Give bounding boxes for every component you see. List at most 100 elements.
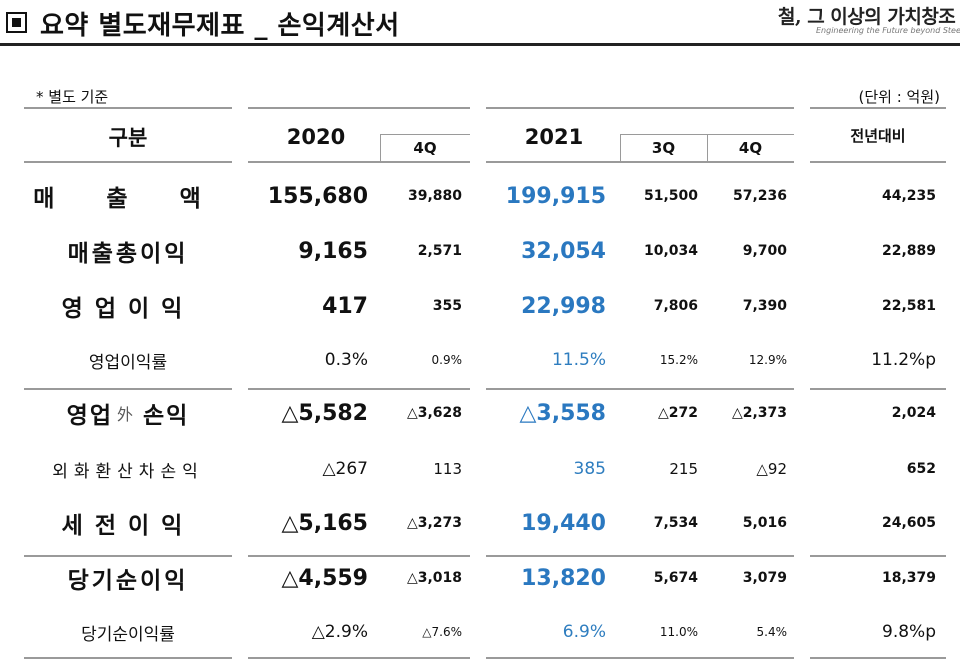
cell-yoy: 22,889 — [881, 243, 936, 259]
cell-yoy: 2,024 — [891, 405, 936, 421]
cell-yoy: 9.8%p — [882, 622, 936, 642]
cell-2021: 11.5% — [551, 350, 606, 370]
cell-yoy: 22,581 — [881, 298, 936, 314]
row-label: 영업이익 — [61, 296, 195, 322]
rule-net-category — [24, 555, 232, 557]
row-label-main: 영업 — [66, 403, 113, 429]
cell-2020-q4: △3,273 — [406, 515, 462, 531]
cell-2021: 22,998 — [521, 293, 606, 319]
cell-2021: 199,915 — [505, 183, 606, 209]
cell-2020: 155,680 — [267, 183, 368, 209]
rule-mid-category — [24, 388, 232, 390]
cell-2020-q4: △3,018 — [406, 570, 462, 586]
row-label-tail: 손익 — [143, 403, 190, 429]
cell-2021-q4: 5.4% — [756, 625, 788, 639]
row-label: 매 출 액 — [33, 186, 223, 212]
basis-note: * 별도 기준 — [36, 88, 109, 106]
logo-tagline: Engineering the Future beyond Steel — [816, 26, 960, 35]
cell-2021-q4: 12.9% — [748, 353, 787, 367]
cell-2020: 417 — [322, 293, 368, 319]
sep-2020-q4 — [380, 134, 381, 161]
rule-top-2020 — [248, 107, 470, 109]
rule-mid-2020 — [248, 388, 470, 390]
rule-net-2021 — [486, 555, 794, 557]
cell-2021-q3: 7,534 — [653, 515, 698, 531]
cell-2021-q4: 5,016 — [742, 515, 787, 531]
rule-head-2021 — [486, 161, 794, 163]
cell-2021: 13,820 — [521, 565, 606, 591]
cell-2021: 19,440 — [521, 510, 606, 536]
header-yoy: 전년대비 — [850, 126, 906, 145]
rule-bottom-category — [24, 657, 232, 659]
rule-bottom-2021 — [486, 657, 794, 659]
cell-2020: 9,165 — [298, 238, 368, 264]
cell-2021-q4: 7,390 — [742, 298, 787, 314]
cell-2020: △267 — [322, 459, 368, 479]
cell-2020-q4: 2,571 — [417, 243, 462, 259]
sep-2021-q3 — [620, 134, 621, 161]
company-logo: 철, 그 이상의 가치창조 Engineering the Future bey… — [778, 2, 960, 40]
header-category: 구분 — [108, 126, 148, 150]
cell-2021-q3: 5,674 — [653, 570, 698, 586]
header-2021-q4: 4Q — [738, 139, 763, 157]
row-label: 영업이익률 — [88, 352, 168, 373]
header-2020-q4: 4Q — [413, 139, 437, 157]
cell-2020-q4: 113 — [433, 460, 462, 478]
sep-2021-q4 — [707, 134, 708, 161]
rule-net-yoy — [810, 555, 946, 557]
logo-text: 철, 그 이상의 가치창조 — [778, 6, 956, 28]
rule-bottom-2020 — [248, 657, 470, 659]
cell-2021-q3: 10,034 — [643, 243, 698, 259]
cell-2021-q3: 51,500 — [643, 188, 698, 204]
cell-2020: △5,165 — [281, 510, 368, 536]
cell-2020-q4: 0.9% — [431, 353, 463, 367]
cell-2021-q4: 57,236 — [732, 188, 787, 204]
row-label: 영업 外 손익 — [24, 393, 232, 433]
row-label: 매출총이익 — [67, 241, 189, 267]
rule-mid-2021 — [486, 388, 794, 390]
cell-yoy: 11.2%p — [871, 350, 936, 370]
rule-top-2021 — [486, 107, 794, 109]
cell-2021-q4: 9,700 — [742, 243, 787, 259]
rule-top-yoy — [810, 107, 946, 109]
row-label: 당기순이익률 — [81, 624, 175, 645]
header-2020: 2020 — [286, 125, 346, 149]
header-2021: 2021 — [524, 125, 584, 149]
row-label-sub: 外 — [116, 405, 135, 424]
row-label: 세전이익 — [61, 513, 195, 539]
rule-head-2020 — [248, 161, 470, 163]
cell-2021: 385 — [573, 459, 606, 479]
unit-note: (단위 : 억원) — [858, 88, 941, 106]
cell-2021-q3: 15.2% — [659, 353, 698, 367]
cell-2021: 32,054 — [521, 238, 606, 264]
cell-yoy: 18,379 — [881, 570, 936, 586]
cell-2020: 0.3% — [324, 350, 368, 370]
cell-2020-q4: 355 — [432, 298, 462, 314]
rule-sub-2020 — [380, 134, 470, 135]
title-square-icon — [6, 12, 27, 33]
cell-2021: △3,558 — [519, 400, 606, 426]
rule-net-2020 — [248, 555, 470, 557]
cell-2021-q4: △92 — [756, 460, 787, 478]
cell-2021: 6.9% — [562, 622, 606, 642]
cell-2020: △4,559 — [281, 565, 368, 591]
rule-top-category — [24, 107, 232, 109]
cell-2021-q3: △272 — [658, 405, 698, 421]
cell-2020: △5,582 — [281, 400, 368, 426]
cell-2021-q3: 7,806 — [653, 298, 698, 314]
rule-head-yoy — [810, 161, 946, 163]
cell-2020-q4: △3,628 — [406, 405, 462, 421]
row-label: 외화환산차손익 — [52, 461, 204, 482]
rule-mid-yoy — [810, 388, 946, 390]
title-rule — [0, 43, 960, 46]
cell-yoy: 24,605 — [881, 515, 936, 531]
cell-2020-q4: △7.6% — [422, 625, 462, 639]
rule-bottom-yoy — [810, 657, 946, 659]
cell-2020-q4: 39,880 — [407, 188, 462, 204]
cell-2021-q3: 215 — [669, 460, 698, 478]
header-2021-q3: 3Q — [651, 139, 676, 157]
cell-2021-q4: 3,079 — [742, 570, 787, 586]
cell-2021-q3: 11.0% — [659, 625, 698, 639]
page-title: 요약 별도재무제표 _ 손익계산서 — [40, 11, 400, 41]
rule-head-category — [24, 161, 232, 163]
